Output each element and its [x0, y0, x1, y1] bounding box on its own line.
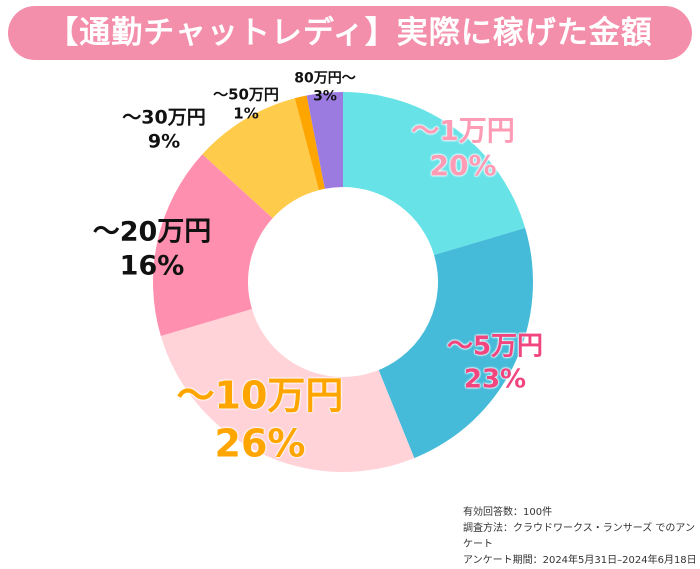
slice-label-4: ～30万円 9%: [122, 106, 205, 154]
slice-label-0: ～1万円 20%: [411, 113, 514, 183]
percent-label: 9%: [147, 130, 181, 152]
note-period: アンケート期間：2024年5月31日–2024年6月18日: [463, 555, 697, 566]
chart-title: 【通勤チャットレディ】実際に稼げた金額: [8, 6, 692, 60]
survey-notes: 有効回答数：100件 調査方法：クラウドワークス・ランサーズ でのアンケート ア…: [463, 505, 700, 569]
slice-label-3: ～20万円 16%: [93, 215, 212, 283]
slice-3: [153, 154, 273, 337]
percent-label: 3%: [313, 88, 337, 104]
note-responses: 有効回答数：100件: [463, 507, 553, 518]
slice-5: [294, 95, 325, 191]
donut-chart: [153, 92, 533, 473]
category-label: ～5万円: [446, 331, 544, 362]
percent-label: 20%: [429, 149, 497, 182]
slice-4: [202, 98, 319, 219]
category-label: ～10万円: [176, 373, 344, 418]
category-label: ～1万円: [411, 114, 515, 147]
category-label: ～30万円: [122, 106, 206, 129]
slice-6: [306, 92, 343, 189]
slice-2: [160, 309, 415, 473]
slice-label-5: ～50万円 1%: [213, 85, 279, 123]
percent-label: 16%: [119, 250, 185, 281]
slice-label-1: ～5万円 23%: [447, 331, 543, 396]
percent-label: 23%: [463, 364, 527, 394]
slice-1: [378, 227, 533, 459]
percent-label: 26%: [214, 421, 306, 465]
percent-label: 1%: [233, 104, 259, 122]
category-label: ～20万円: [92, 216, 212, 248]
note-method: 調査方法：クラウドワークス・ランサーズ でのアンケート: [463, 523, 695, 550]
slice-label-6: 80万円～ 3%: [294, 71, 355, 106]
category-label: ～50万円: [213, 85, 279, 104]
slice-label-2: ～10万円 26%: [177, 373, 344, 468]
slice-0: [343, 92, 526, 255]
category-label: 80万円～: [294, 70, 356, 87]
